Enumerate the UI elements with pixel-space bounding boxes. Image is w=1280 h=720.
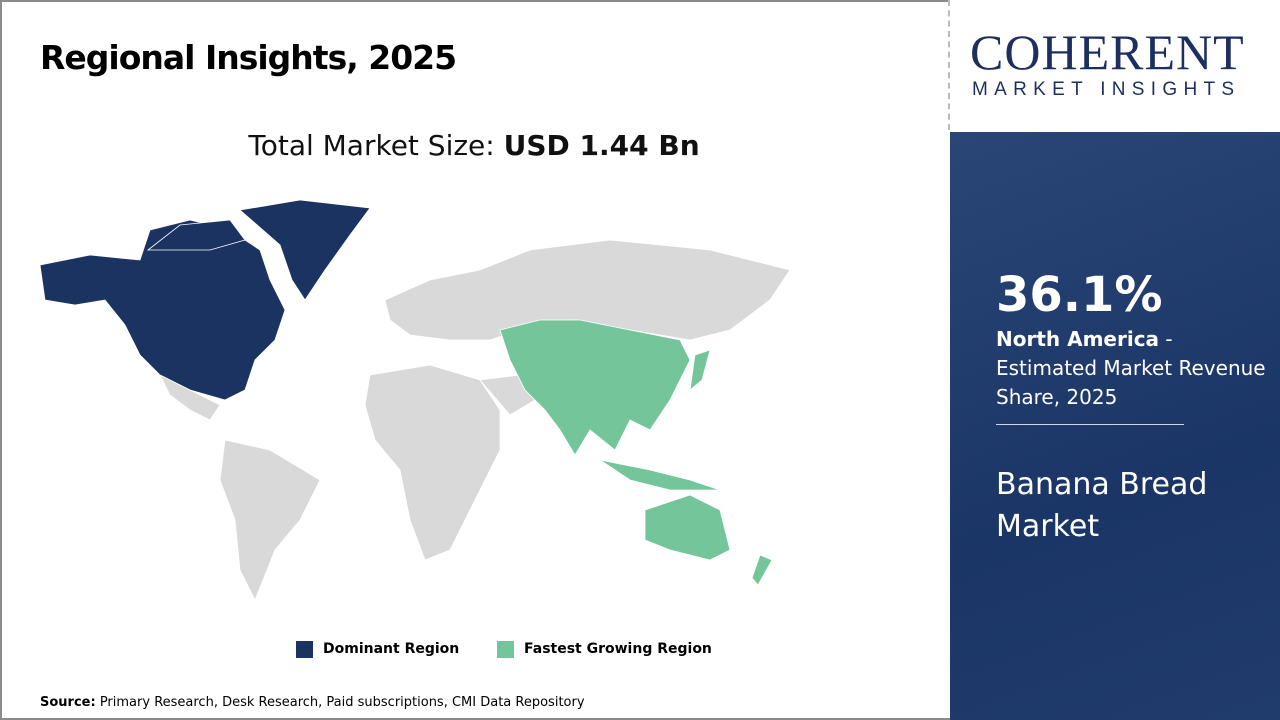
total-market-size: Total Market Size: USD 1.44 Bn	[0, 128, 948, 164]
divider	[948, 0, 950, 130]
share-desc-text: - Estimated Market Revenue Share, 2025	[996, 327, 1266, 409]
logo: COHERENT MARKET INSIGHTS	[950, 0, 1280, 132]
legend-label: Dominant Region	[323, 641, 460, 657]
panel-divider	[996, 424, 1184, 425]
region-name: North America	[996, 327, 1160, 351]
page-title: Regional Insights, 2025	[40, 38, 457, 77]
share-description: North America - Estimated Market Revenue…	[996, 325, 1278, 412]
market-name: Banana Bread Market	[996, 467, 1208, 544]
total-value: USD 1.44 Bn	[503, 129, 700, 162]
logo-name: COHERENT	[970, 24, 1245, 80]
legend-dominant: Dominant Region	[296, 640, 459, 658]
source-note: Source: Primary Research, Desk Research,…	[40, 695, 585, 711]
source-label: Source:	[40, 695, 96, 710]
share-percent: 36.1%	[996, 267, 1163, 323]
logo-tagline: MARKET INSIGHTS	[972, 79, 1241, 100]
legend-fastest: Fastest Growing Region	[497, 640, 712, 658]
legend-label: Fastest Growing Region	[524, 641, 712, 657]
world-map	[39, 199, 791, 601]
info-panel: 36.1% North America - Estimated Market R…	[950, 132, 1280, 720]
north-america-region	[39, 199, 371, 401]
legend-swatch-dominant	[296, 640, 313, 658]
legend-swatch-fastest	[497, 640, 514, 658]
source-text: Primary Research, Desk Research, Paid su…	[95, 695, 585, 710]
total-label: Total Market Size:	[248, 129, 504, 162]
asia-pacific-region	[499, 319, 773, 586]
other-regions	[159, 239, 791, 601]
